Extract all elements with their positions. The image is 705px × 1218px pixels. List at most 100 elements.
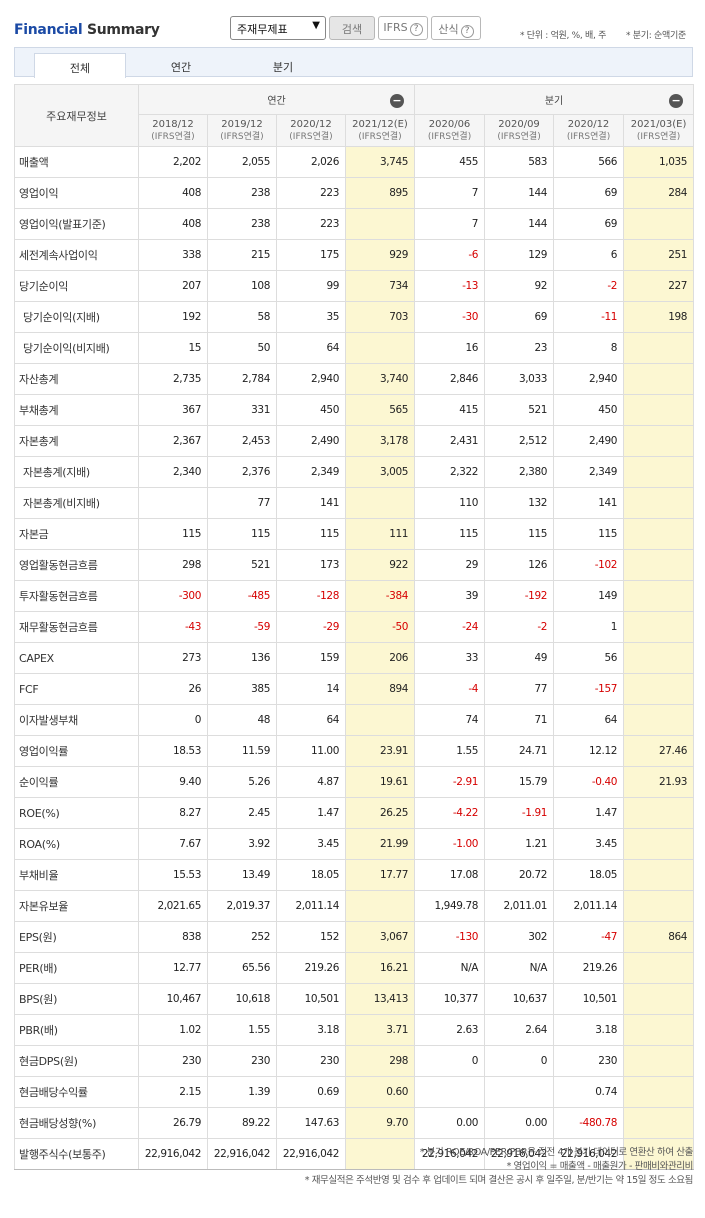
- financial-summary-table: 주요재무정보 연간 − 분기 − 2018/12 (IFRS연결) 2019/12(…: [14, 84, 695, 1170]
- table-cell: 26: [138, 673, 208, 705]
- row-label: 자본금: [14, 518, 139, 550]
- table-cell: 9.40: [138, 766, 208, 798]
- table-cell: [623, 394, 695, 426]
- formula-help-button[interactable]: 산식?: [431, 16, 481, 40]
- table-cell: 192: [138, 301, 208, 333]
- table-cell: 0.69: [276, 1076, 346, 1108]
- table-cell: 115: [276, 518, 346, 550]
- table-row: EPS(원) 838 252 152 3,067 -130 302 -47 864: [14, 921, 695, 953]
- row-label: ROE(%): [14, 797, 139, 829]
- table-cell: 219.26: [553, 952, 625, 984]
- period-header-row: 2018/12 (IFRS연결) 2019/12 (IFRS연결) 2020/12 (IF…: [15, 114, 695, 147]
- table-cell: 338: [138, 239, 208, 271]
- period-basis: (IFRS연결): [358, 131, 402, 142]
- tab-annual[interactable]: 연간: [170, 61, 192, 74]
- table-cell: 1.47: [553, 797, 625, 829]
- table-cell: 35: [276, 301, 346, 333]
- table-cell: 2,349: [276, 456, 346, 488]
- search-button-label: 검색: [341, 23, 363, 36]
- table-row: 자본총계 2,367 2,453 2,490 3,178 2,431 2,512 2,490: [14, 425, 695, 457]
- row-label: 영업이익(발표기준): [14, 208, 139, 240]
- table-cell: -485: [207, 580, 277, 612]
- table-cell: 2,846: [414, 363, 486, 395]
- period-header: 2020/09 (IFRS연결): [484, 114, 555, 147]
- table-row: CAPEX 273 136 159 206 33 49 56: [14, 642, 695, 674]
- table-row: 순이익률 9.40 5.26 4.87 19.61 -2.91 15.79 -0.40 21.9…: [14, 766, 695, 798]
- table-cell: 3.18: [276, 1014, 346, 1046]
- table-cell: 110: [414, 487, 486, 519]
- table-cell: [344, 487, 416, 519]
- ifrs-help-button[interactable]: IFRS?: [378, 16, 428, 40]
- table-cell: 227: [623, 270, 695, 302]
- table-cell: 3.18: [553, 1014, 625, 1046]
- table-cell: 10,467: [138, 983, 208, 1015]
- row-label: 순이익률: [14, 766, 139, 798]
- table-row: 현금배당수익률 2.15 1.39 0.69 0.60 0.74: [14, 1076, 695, 1108]
- row-label: 영업이익: [14, 177, 139, 209]
- row-label: 부채총계: [14, 394, 139, 426]
- table-cell: 8: [553, 332, 625, 364]
- table-cell: 1.55: [207, 1014, 277, 1046]
- table-cell: -50: [344, 611, 416, 643]
- row-label: 현금배당수익률: [14, 1076, 139, 1108]
- table-cell: [623, 983, 695, 1015]
- table-cell: 15: [138, 332, 208, 364]
- collapse-annual-icon[interactable]: −: [390, 94, 405, 108]
- table-cell: 415: [414, 394, 486, 426]
- table-cell: 3.45: [276, 828, 346, 860]
- table-row: ROE(%) 8.27 2.45 1.47 26.25 -4.22 -1.91 1.47: [14, 797, 695, 829]
- table-row: 부채비율 15.53 13.49 18.05 17.77 17.08 20.72 18.05: [14, 859, 695, 891]
- table-cell: 16: [414, 332, 486, 364]
- table-cell: 21.93: [623, 766, 695, 798]
- table-cell: [623, 797, 695, 829]
- table-cell: [623, 642, 695, 674]
- table-cell: 11.59: [207, 735, 277, 767]
- table-cell: -0.40: [553, 766, 625, 798]
- table-cell: -192: [484, 580, 555, 612]
- table-cell: 2,376: [207, 456, 277, 488]
- tab-quarter[interactable]: 분기: [272, 61, 294, 74]
- period-note: * 분기: 순액기준: [626, 31, 686, 41]
- table-cell: -1.91: [484, 797, 555, 829]
- table-cell: 136: [207, 642, 277, 674]
- table-cell: 126: [484, 549, 555, 581]
- table-cell: 23: [484, 332, 555, 364]
- row-label: 자본총계(비지배): [14, 487, 139, 519]
- table-cell: 17.77: [344, 859, 416, 891]
- table-cell: 206: [344, 642, 416, 674]
- table-cell: 173: [276, 549, 346, 581]
- table-cell: 77: [484, 673, 555, 705]
- table-cell: 1: [553, 611, 625, 643]
- chevron-down-icon: ▼: [312, 20, 320, 31]
- collapse-quarter-icon[interactable]: −: [669, 94, 684, 108]
- period-label: 2021/03(E): [630, 118, 687, 130]
- tab-all[interactable]: 전체: [34, 53, 126, 78]
- table-cell: 2,512: [484, 425, 555, 457]
- table-row: PBR(배) 1.02 1.55 3.18 3.71 2.63 2.64 3.18: [14, 1014, 695, 1046]
- row-label: 매출액: [14, 146, 139, 178]
- table-cell: 26.79: [138, 1107, 208, 1139]
- table-cell: 71: [484, 704, 555, 736]
- period-basis: (IFRS연결): [566, 131, 611, 142]
- table-cell: 838: [138, 921, 208, 953]
- row-label: 세전계속사업이익: [14, 239, 139, 271]
- table-cell: 230: [138, 1045, 208, 1077]
- table-row: 영업이익(발표기준) 408 238 223 7 144 69: [14, 208, 695, 240]
- table-cell: [344, 1138, 416, 1170]
- statement-type-select[interactable]: 주재무제표 ▼: [230, 16, 326, 40]
- table-cell: 929: [344, 239, 416, 271]
- table-cell: 10,501: [553, 983, 625, 1015]
- row-label: 재무활동현금흐름: [14, 611, 139, 643]
- table-row: 영업활동현금흐름 298 521 173 922 29 126 -102: [14, 549, 695, 581]
- table-cell: 69: [553, 208, 625, 240]
- table-cell: [623, 1045, 695, 1077]
- table-row: 투자활동현금흐름 -300 -485 -128 -384 39 -192 149: [14, 580, 695, 612]
- row-label: 현금배당성향(%): [14, 1107, 139, 1139]
- table-row: 현금DPS(원) 230 230 230 298 0 0 230: [14, 1045, 695, 1077]
- table-cell: 13,413: [344, 983, 416, 1015]
- table-cell: 408: [138, 208, 208, 240]
- search-button[interactable]: 검색: [329, 16, 375, 40]
- period-header: 2021/03(E) (IFRS연결): [623, 114, 695, 147]
- table-cell: 2.64: [484, 1014, 555, 1046]
- table-cell: 5.26: [207, 766, 277, 798]
